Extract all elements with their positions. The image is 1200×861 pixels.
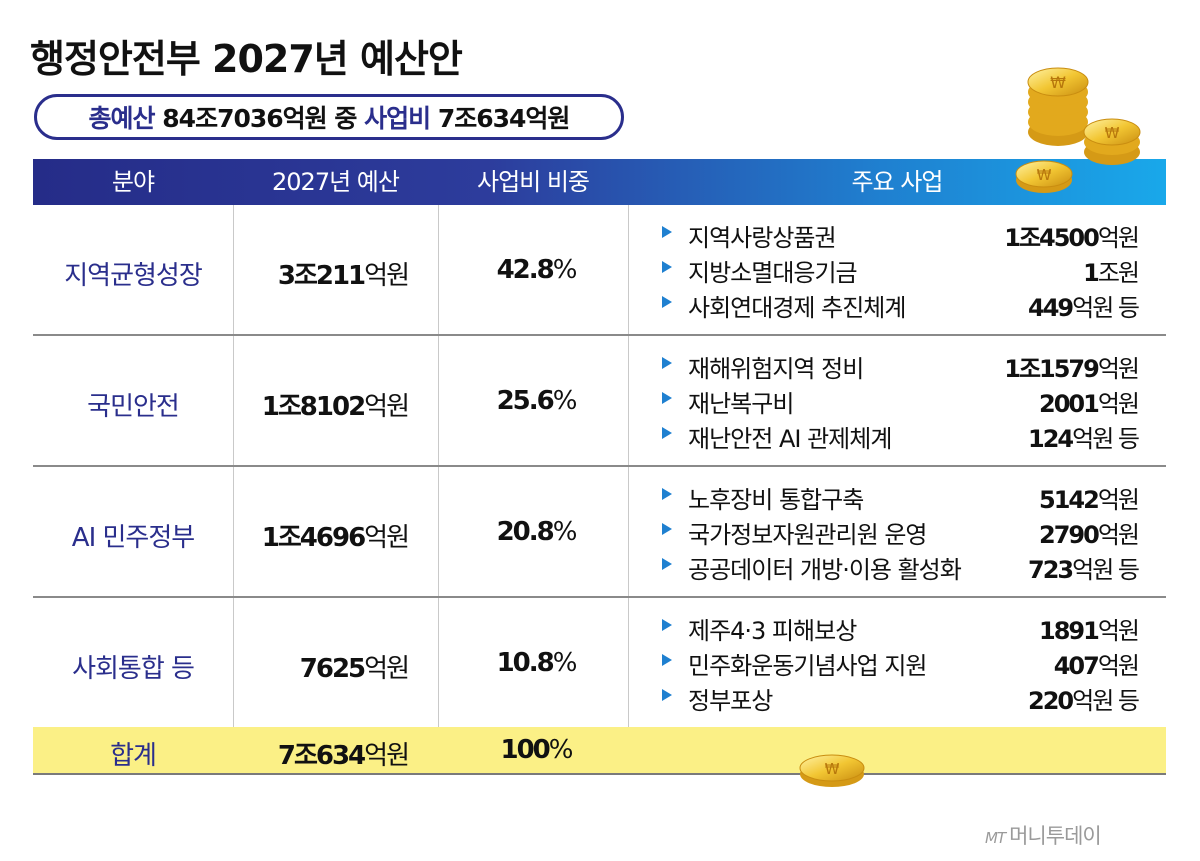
row-divider	[33, 596, 1166, 598]
header-budget: 2027년 예산	[272, 168, 400, 196]
column-divider	[628, 205, 629, 773]
bullet-triangle-icon	[662, 296, 672, 308]
svg-text:₩: ₩	[1105, 124, 1120, 142]
won-coin-icon: ₩	[799, 754, 865, 787]
header-ratio: 사업비 비중	[476, 168, 590, 196]
row-category: 국민안전	[87, 392, 180, 422]
bullet-triangle-icon	[662, 523, 672, 535]
list-item: 재해위험지역 정비 1조1579억원	[662, 349, 1140, 383]
summary-label-total: 총예산	[88, 104, 156, 133]
bullet-triangle-icon	[662, 558, 672, 570]
total-budget: 7조634억원	[277, 741, 410, 771]
bullet-triangle-icon	[662, 427, 672, 439]
svg-text:₩: ₩	[825, 760, 840, 778]
list-item: 사회연대경제 추진체계 449억원 등	[662, 288, 1140, 322]
bullet-triangle-icon	[662, 654, 672, 666]
header-category: 분야	[111, 168, 155, 196]
row-budget: 7625억원	[299, 654, 410, 684]
row-ratio: 10.8%	[496, 648, 578, 678]
table-header: 분야 2027년 예산 사업비 비중 주요 사업	[33, 159, 1166, 205]
svg-text:₩: ₩	[1050, 73, 1066, 92]
column-divider	[233, 205, 234, 773]
list-item: 공공데이터 개방·이용 활성화 723억원 등	[662, 550, 1140, 584]
summary-mid: 중	[334, 104, 357, 133]
total-label: 합계	[110, 741, 157, 771]
row-divider	[33, 334, 1166, 336]
summary-box: 총예산 84조7036억원 중 사업비 7조634억원	[34, 94, 624, 140]
list-item: 민주화운동기념사업 지원 407억원	[662, 646, 1140, 680]
won-coin-icon: ₩ ₩ ₩	[1015, 67, 1141, 193]
summary-value-total: 84조7036억원	[162, 104, 327, 133]
total-ratio: 100%	[500, 735, 574, 765]
header-projects: 주요 사업	[851, 168, 944, 196]
summary-value-project: 7조634억원	[437, 104, 571, 133]
column-divider	[438, 205, 439, 773]
list-item: 정부포상 220억원 등	[662, 681, 1140, 715]
row-category: 지역균형성장	[64, 261, 203, 291]
row-budget: 1조8102억원	[261, 392, 410, 422]
row-divider	[33, 465, 1166, 467]
bullet-triangle-icon	[662, 261, 672, 273]
bullet-triangle-icon	[662, 357, 672, 369]
row-ratio: 25.6%	[496, 386, 578, 416]
row-ratio: 20.8%	[496, 517, 578, 547]
list-item: 국가정보자원관리원 운영 2790억원	[662, 515, 1140, 549]
bullet-triangle-icon	[662, 392, 672, 404]
bullet-triangle-icon	[662, 619, 672, 631]
page-title: 행정안전부 2027년 예산안	[30, 37, 463, 81]
list-item: 지방소멸대응기금 1조원	[662, 253, 1140, 287]
table-bottom-border	[33, 773, 1166, 775]
row-ratio: 42.8%	[496, 255, 578, 285]
bullet-triangle-icon	[662, 488, 672, 500]
publisher-logo: MT 머니투데이	[985, 824, 1102, 848]
svg-text:₩: ₩	[1037, 166, 1052, 184]
row-budget: 1조4696억원	[261, 523, 410, 553]
bullet-triangle-icon	[662, 689, 672, 701]
list-item: 노후장비 통합구축 5142억원	[662, 480, 1140, 514]
summary-label-project: 사업비	[364, 104, 431, 133]
total-row	[33, 727, 1166, 773]
list-item: 지역사랑상품권 1조4500억원	[662, 218, 1140, 252]
row-budget: 3조211억원	[277, 261, 410, 291]
bullet-triangle-icon	[662, 226, 672, 238]
list-item: 재난복구비 2001억원	[662, 384, 1140, 418]
row-category: 사회통합 등	[72, 654, 195, 684]
list-item: 제주4·3 피해보상 1891억원	[662, 611, 1140, 645]
list-item: 재난안전 AI 관제체계 124억원 등	[662, 419, 1140, 453]
row-category: AI 민주정부	[71, 523, 195, 553]
